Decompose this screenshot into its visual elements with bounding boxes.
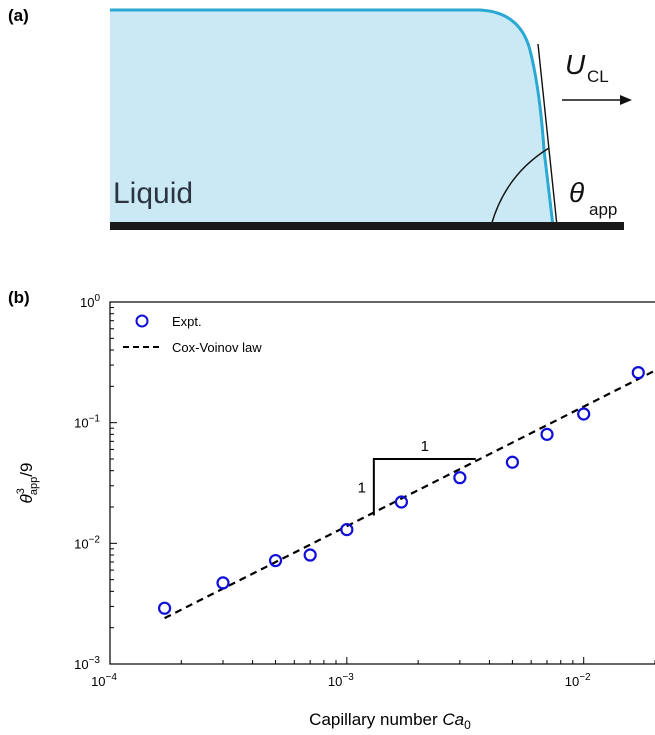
- legend: Expt. Cox-Voinov law: [123, 314, 262, 355]
- y-tick-label: 10−1: [74, 414, 100, 431]
- expt-point: [216, 576, 230, 590]
- y-axis-label: θ3app/9: [15, 463, 40, 504]
- slope-rise-label: 1: [358, 479, 366, 496]
- x-tick-label: 10−3: [328, 672, 354, 689]
- slope-triangle: [372, 457, 476, 516]
- liquid-label: Liquid: [113, 177, 193, 210]
- slope-run-label: 1: [421, 438, 429, 455]
- expt-point: [394, 495, 409, 509]
- velocity-label: U: [565, 49, 586, 80]
- y-tick-label: 10−2: [74, 534, 100, 551]
- expt-point: [540, 427, 554, 441]
- x-tick-label: 10−4: [91, 672, 117, 689]
- cox-voinov-line: [164, 369, 655, 620]
- velocity-subscript: CL: [587, 67, 609, 86]
- panel-b-label: (b): [8, 288, 30, 307]
- contact-angle-arc: [490, 147, 550, 227]
- angle-subscript: app: [589, 200, 617, 219]
- y-tick-label: 100: [80, 293, 100, 310]
- expt-point: [631, 365, 645, 380]
- tangent-line: [537, 43, 558, 227]
- y-tick-label: 10−3: [74, 655, 100, 672]
- panel-a-label: (a): [8, 6, 29, 25]
- liquid-droplet: [110, 10, 553, 226]
- x-tick-label: 10−2: [565, 672, 591, 689]
- velocity-arrow-head: [620, 95, 632, 105]
- legend-marker-expt: [135, 314, 149, 328]
- liquid-interface: [110, 8, 555, 227]
- expt-point: [340, 522, 354, 537]
- plot-frame: [109, 301, 655, 665]
- expt-point: [577, 407, 591, 421]
- expt-point: [268, 553, 283, 568]
- panel-a-illustration: U CL Liquid θ app: [110, 8, 632, 230]
- legend-label-cox-voinov: Cox-Voinov law: [172, 340, 262, 355]
- angle-symbol: θ: [569, 177, 584, 208]
- legend-label-expt: Expt.: [172, 314, 202, 329]
- slope-triangle-legs: [372, 457, 476, 516]
- x-axis-label: Capillary number Ca0: [309, 710, 471, 732]
- expt-point: [505, 455, 520, 469]
- substrate: [110, 222, 624, 230]
- expt-point: [303, 548, 317, 562]
- expt-point: [157, 601, 172, 615]
- expt-point: [453, 471, 467, 485]
